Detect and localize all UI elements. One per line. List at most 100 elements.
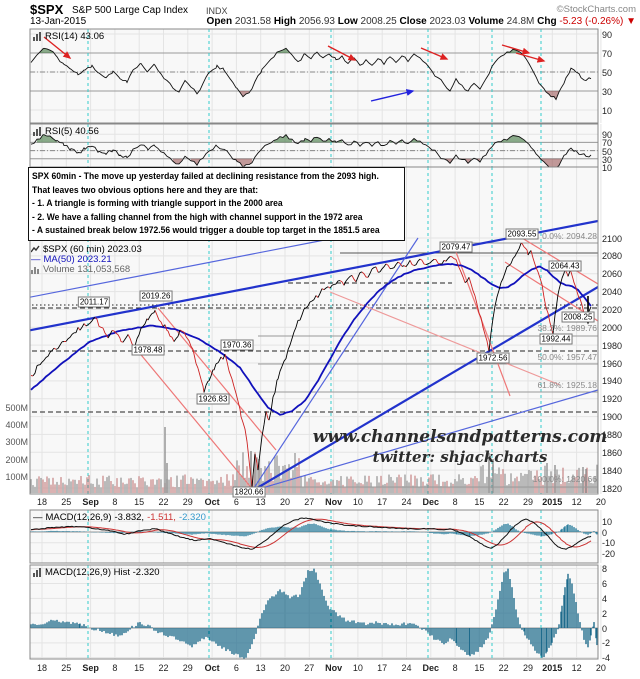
ohlc-field-value: 2023.03 bbox=[429, 16, 469, 27]
volume-label-text: Volume 131,053,568 bbox=[43, 264, 131, 275]
ohlc-field-label: High bbox=[273, 16, 299, 27]
macd-line-swatch-icon: — bbox=[33, 512, 43, 523]
price-chart-icon bbox=[31, 245, 40, 253]
symbol: $SPX bbox=[30, 2, 64, 17]
date-label: Nov bbox=[325, 663, 343, 673]
macd-hist-label: MACD(12,26,9) Hist -2.320 bbox=[33, 567, 160, 578]
date-label: 29 bbox=[522, 497, 534, 507]
ohlc-field-label: Close bbox=[399, 16, 430, 27]
date-label: Dec bbox=[422, 497, 440, 507]
date-label: 22 bbox=[498, 497, 509, 507]
change-down-triangle-icon: ▼ bbox=[626, 16, 636, 27]
rsi5-axis-label: 30 bbox=[602, 154, 613, 165]
date-label: 27 bbox=[304, 663, 315, 673]
price-axis-label: 2080 bbox=[602, 251, 623, 262]
exchange-tag: INDX bbox=[206, 6, 228, 16]
ma50-label-text: MA(50) 2023.21 bbox=[43, 254, 112, 265]
macd-axis-label: -20 bbox=[602, 549, 616, 560]
date-label: 12 bbox=[571, 663, 582, 673]
price-axis-label: 1880 bbox=[602, 429, 623, 440]
ohlc-field-value: 2008.25 bbox=[360, 16, 400, 27]
ohlc-field-value: -5.23 (-0.26%) bbox=[559, 16, 627, 27]
date-label: 25 bbox=[61, 663, 72, 673]
macd-label-text: MACD(12,26,9) bbox=[45, 512, 112, 523]
ohlc-field-value: 2056.93 bbox=[298, 16, 338, 27]
volume-axis-label: 200M bbox=[5, 454, 28, 465]
date-label: Nov bbox=[325, 497, 343, 507]
hist-axis-label: 2 bbox=[602, 608, 608, 619]
hist-axis-label: 4 bbox=[602, 593, 608, 604]
price-axis-label: 1840 bbox=[602, 465, 623, 476]
date-label: 8 bbox=[452, 497, 458, 507]
date-label: 29 bbox=[522, 663, 534, 673]
date-label: 17 bbox=[377, 497, 388, 507]
ohlc-field-value: 2031.58 bbox=[234, 16, 274, 27]
date-label: 22 bbox=[498, 663, 509, 673]
analysis-note-line: SPX 60min - The move up yesterday failed… bbox=[32, 171, 379, 182]
date-label: Dec bbox=[422, 663, 440, 673]
rsi14-axis-label: 70 bbox=[602, 49, 613, 59]
price-callout: 1970.36 bbox=[220, 339, 254, 351]
ohlc-field-label: Volume bbox=[468, 16, 507, 27]
date-label: 25 bbox=[61, 497, 72, 507]
rsi5-axis-label: 70 bbox=[602, 138, 613, 149]
date-label: 24 bbox=[401, 663, 412, 673]
date-label: 24 bbox=[401, 497, 412, 507]
chart-date: 13-Jan-2015 bbox=[30, 16, 87, 27]
rsi14-label-text: RSI(14) 43.06 bbox=[45, 31, 105, 42]
spx-series-label: $SPX (60 min) 2023.03 bbox=[31, 244, 142, 255]
date-label: 6 bbox=[233, 497, 239, 507]
price-axis-label: 2000 bbox=[602, 322, 623, 333]
price-axis-label: 2020 bbox=[602, 304, 623, 315]
date-label: 8 bbox=[112, 497, 118, 507]
price-callout: 2093.55 bbox=[505, 228, 539, 240]
price-axis-label: 2100 bbox=[602, 233, 623, 244]
price-axis-label: 2060 bbox=[602, 269, 623, 280]
price-callout: 1992.44 bbox=[539, 333, 573, 345]
date-label: Oct bbox=[204, 497, 220, 507]
macd-axis-label: -10 bbox=[602, 538, 616, 549]
macd-hist-value: -2.320 bbox=[178, 512, 206, 523]
volume-axis-label: 400M bbox=[5, 420, 28, 431]
hist-axis-label: 6 bbox=[602, 578, 608, 589]
indicator-icon bbox=[33, 32, 41, 41]
date-label: 20 bbox=[595, 497, 606, 507]
date-label: 27 bbox=[304, 497, 315, 507]
stockcharts-credit-link[interactable]: ©StockCharts.com bbox=[556, 4, 636, 15]
hist-axis-label: -4 bbox=[602, 653, 611, 664]
volume-axis-label: 300M bbox=[5, 437, 28, 448]
ohlc-summary: Open 2031.58 High 2056.93 Low 2008.25 Cl… bbox=[207, 16, 636, 27]
indicator-icon bbox=[33, 127, 41, 136]
macd-signal-value: -1.511, bbox=[147, 512, 176, 523]
date-label: 29 bbox=[182, 663, 193, 673]
price-axis-label: 1960 bbox=[602, 358, 623, 369]
macd-axis-label: 10 bbox=[602, 516, 613, 527]
date-label: 13 bbox=[255, 663, 266, 673]
volume-bars-icon bbox=[31, 267, 39, 274]
date-label: 17 bbox=[377, 663, 388, 673]
ohlc-field-value: 24.8M bbox=[506, 16, 538, 27]
date-label: 15 bbox=[474, 497, 485, 507]
price-callout: 2011.17 bbox=[77, 296, 111, 308]
price-callout: 1926.83 bbox=[196, 393, 230, 405]
date-label: 10 bbox=[352, 497, 363, 507]
hist-axis-label: -2 bbox=[602, 638, 611, 649]
date-label: 15 bbox=[134, 663, 145, 673]
hist-axis-label: 0 bbox=[602, 623, 608, 634]
price-axis-label: 2040 bbox=[602, 287, 623, 298]
analysis-note-box: SPX 60min - The move up yesterday failed… bbox=[28, 167, 405, 241]
macd-label: — MACD(12,26,9) -3.832, -1.511, -2.320 bbox=[33, 512, 206, 523]
macd-value: -3.832, bbox=[114, 512, 145, 523]
fib-retracement-label: 100.0%: 1820.66 bbox=[532, 474, 597, 484]
date-label: 2015 bbox=[542, 497, 563, 507]
symbol-name: S&P 500 Large Cap Index bbox=[72, 5, 189, 16]
date-label: Oct bbox=[204, 663, 220, 673]
rsi14-axis-label: 30 bbox=[602, 87, 613, 97]
date-label: 18 bbox=[36, 663, 48, 673]
date-label: 22 bbox=[158, 497, 169, 507]
ohlc-field-label: Open bbox=[206, 16, 235, 27]
price-axis-label: 1940 bbox=[602, 376, 623, 387]
fib-retracement-label: 38.2%: 1989.76 bbox=[537, 323, 597, 333]
analysis-note-line: - 1. A triangle is forming with triangle… bbox=[32, 198, 283, 210]
price-axis-label: 1900 bbox=[602, 412, 623, 423]
